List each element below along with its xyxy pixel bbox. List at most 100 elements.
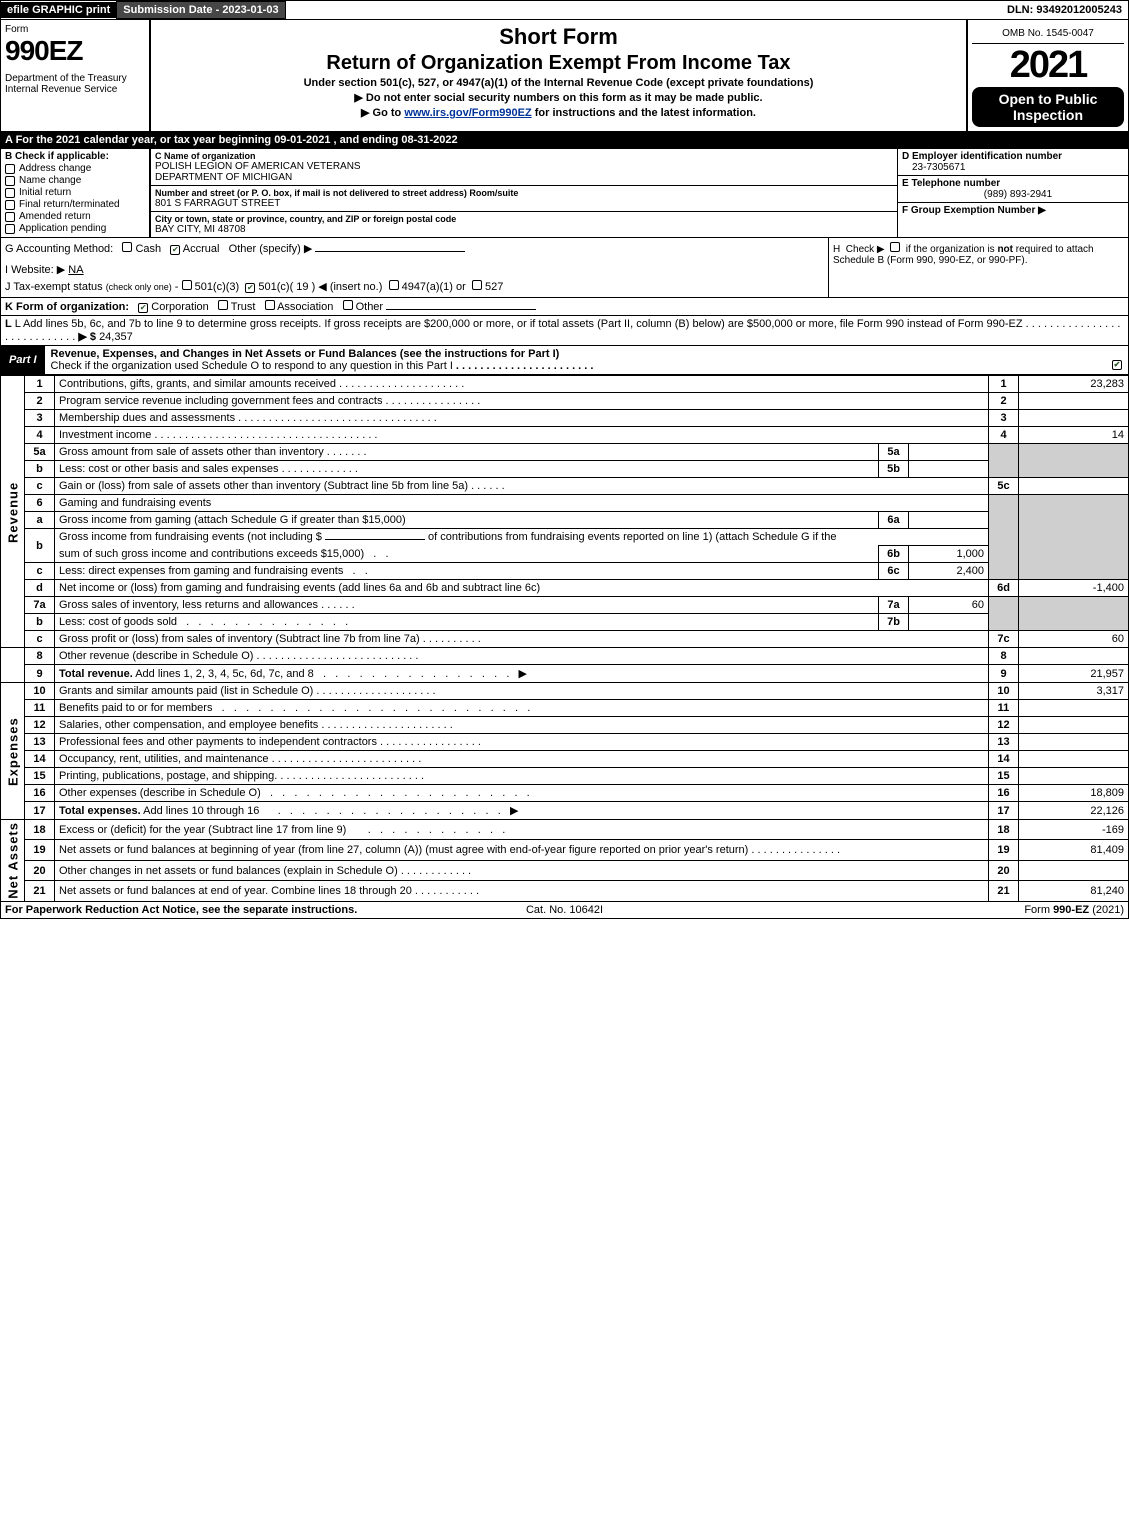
form-label: Form bbox=[5, 24, 145, 35]
line-5b: b Less: cost or other basis and sales ex… bbox=[1, 461, 1129, 478]
part1-header: Part I Revenue, Expenses, and Changes in… bbox=[0, 346, 1129, 375]
line-6c: c Less: direct expenses from gaming and … bbox=[1, 563, 1129, 580]
val-2 bbox=[1019, 393, 1129, 410]
footer-catno: Cat. No. 10642I bbox=[378, 904, 751, 916]
val-20 bbox=[1019, 860, 1129, 880]
line-17: 17 Total expenses. Add lines 10 through … bbox=[1, 802, 1129, 820]
val-5c bbox=[1019, 478, 1129, 495]
c-city-label: City or town, state or province, country… bbox=[155, 214, 893, 224]
bullet-ssn: ▶ Do not enter social security numbers o… bbox=[155, 91, 962, 104]
line-6b-1: b Gross income from fundraising events (… bbox=[1, 529, 1129, 546]
val-13 bbox=[1019, 734, 1129, 751]
val-11 bbox=[1019, 700, 1129, 717]
line-11: 11 Benefits paid to or for members . . .… bbox=[1, 700, 1129, 717]
bullet-link: ▶ Go to www.irs.gov/Form990EZ for instru… bbox=[155, 106, 962, 119]
footer: For Paperwork Reduction Act Notice, see … bbox=[0, 902, 1129, 919]
line-13: 13 Professional fees and other payments … bbox=[1, 734, 1129, 751]
val-18: -169 bbox=[1019, 820, 1129, 840]
chk-501c3[interactable] bbox=[182, 280, 192, 290]
line-14: 14 Occupancy, rent, utilities, and maint… bbox=[1, 751, 1129, 768]
chk-address-change[interactable] bbox=[5, 164, 15, 174]
phone-value: (989) 893-2941 bbox=[902, 189, 1124, 200]
line-16: 16 Other expenses (describe in Schedule … bbox=[1, 785, 1129, 802]
part1-tag: Part I bbox=[1, 346, 45, 374]
lines-table: Revenue 1 Contributions, gifts, grants, … bbox=[0, 375, 1129, 902]
line-9: 9 Total revenue. Add lines 1, 2, 3, 4, 5… bbox=[1, 665, 1129, 683]
val-14 bbox=[1019, 751, 1129, 768]
row-a-tax-year: A For the 2021 calendar year, or tax yea… bbox=[0, 132, 1129, 149]
line-6b-2: sum of such gross income and contributio… bbox=[1, 546, 1129, 563]
k-other-input[interactable] bbox=[386, 309, 536, 310]
chk-501c[interactable] bbox=[245, 283, 255, 293]
line-4: 4 Investment income . . . . . . . . . . … bbox=[1, 427, 1129, 444]
website-value: NA bbox=[68, 264, 83, 276]
title-return: Return of Organization Exempt From Incom… bbox=[155, 52, 962, 75]
row-gh: G Accounting Method: Cash Accrual Other … bbox=[0, 238, 1129, 298]
chk-h-not-required[interactable] bbox=[890, 242, 900, 252]
fundraising-amount-input[interactable] bbox=[325, 539, 425, 540]
val-6d: -1,400 bbox=[1019, 580, 1129, 597]
dln: DLN: 93492012005243 bbox=[1001, 2, 1128, 18]
chk-name-change[interactable] bbox=[5, 176, 15, 186]
line-10: Expenses 10 Grants and similar amounts p… bbox=[1, 683, 1129, 700]
val-15 bbox=[1019, 768, 1129, 785]
chk-initial-return[interactable] bbox=[5, 188, 15, 198]
c-addr-label: Number and street (or P. O. box, if mail… bbox=[155, 188, 893, 198]
other-specify-input[interactable] bbox=[315, 251, 465, 252]
val-3 bbox=[1019, 410, 1129, 427]
top-bar: efile GRAPHIC print Submission Date - 20… bbox=[0, 0, 1129, 20]
val-21: 81,240 bbox=[1019, 881, 1129, 901]
part1-title: Revenue, Expenses, and Changes in Net As… bbox=[45, 346, 1128, 374]
header-left: Form 990EZ Department of the Treasury In… bbox=[1, 20, 151, 131]
val-5b bbox=[909, 461, 989, 478]
chk-amended-return[interactable] bbox=[5, 212, 15, 222]
val-9: 21,957 bbox=[1019, 665, 1129, 683]
chk-corporation[interactable] bbox=[138, 303, 148, 313]
line-18: Net Assets 18 Excess or (deficit) for th… bbox=[1, 820, 1129, 840]
d-ein-label: D Employer identification number bbox=[902, 151, 1124, 162]
line-1: Revenue 1 Contributions, gifts, grants, … bbox=[1, 376, 1129, 393]
open-to-public: Open to Public Inspection bbox=[972, 87, 1124, 127]
val-16: 18,809 bbox=[1019, 785, 1129, 802]
org-city: BAY CITY, MI 48708 bbox=[155, 224, 893, 235]
line-6d: d Net income or (loss) from gaming and f… bbox=[1, 580, 1129, 597]
line-19: 19 Net assets or fund balances at beginn… bbox=[1, 840, 1129, 860]
chk-4947[interactable] bbox=[389, 280, 399, 290]
line-3: 3 Membership dues and assessments . . . … bbox=[1, 410, 1129, 427]
header-center: Short Form Return of Organization Exempt… bbox=[151, 20, 968, 131]
val-1: 23,283 bbox=[1019, 376, 1129, 393]
subtitle: Under section 501(c), 527, or 4947(a)(1)… bbox=[155, 77, 962, 89]
col-g-accounting: G Accounting Method: Cash Accrual Other … bbox=[0, 238, 829, 298]
chk-trust[interactable] bbox=[218, 300, 228, 310]
org-address: 801 S FARRAGUT STREET bbox=[155, 198, 893, 209]
chk-cash[interactable] bbox=[122, 242, 132, 252]
line-2: 2 Program service revenue including gove… bbox=[1, 393, 1129, 410]
line-15: 15 Printing, publications, postage, and … bbox=[1, 768, 1129, 785]
tax-year: 2021 bbox=[972, 44, 1124, 87]
line-7b: b Less: cost of goods sold . . . . . . .… bbox=[1, 614, 1129, 631]
val-4: 14 bbox=[1019, 427, 1129, 444]
chk-accrual[interactable] bbox=[170, 245, 180, 255]
header-right: OMB No. 1545-0047 2021 Open to Public In… bbox=[968, 20, 1128, 131]
chk-application-pending[interactable] bbox=[5, 224, 15, 234]
title-short-form: Short Form bbox=[155, 24, 962, 50]
col-b-checkboxes: B Check if applicable: Address change Na… bbox=[1, 149, 151, 237]
i-website-label: I Website: ▶ bbox=[5, 264, 65, 276]
chk-other[interactable] bbox=[343, 300, 353, 310]
submission-date: Submission Date - 2023-01-03 bbox=[116, 1, 285, 19]
irs-link[interactable]: www.irs.gov/Form990EZ bbox=[404, 107, 531, 119]
chk-part1-schedule-o[interactable] bbox=[1112, 360, 1122, 370]
val-6a bbox=[909, 512, 989, 529]
line-20: 20 Other changes in net assets or fund b… bbox=[1, 860, 1129, 880]
block-bcd: B Check if applicable: Address change Na… bbox=[0, 149, 1129, 238]
footer-formref: Form 990-EZ (2021) bbox=[751, 904, 1124, 916]
e-phone-label: E Telephone number bbox=[902, 178, 1124, 189]
chk-527[interactable] bbox=[472, 280, 482, 290]
val-5a bbox=[909, 444, 989, 461]
chk-final-return[interactable] bbox=[5, 200, 15, 210]
section-revenue: Revenue bbox=[1, 376, 25, 648]
efile-graphic-print[interactable]: efile GRAPHIC print bbox=[1, 2, 116, 18]
col-d-ids: D Employer identification number 23-7305… bbox=[898, 149, 1128, 237]
chk-association[interactable] bbox=[265, 300, 275, 310]
line-21: 21 Net assets or fund balances at end of… bbox=[1, 881, 1129, 901]
